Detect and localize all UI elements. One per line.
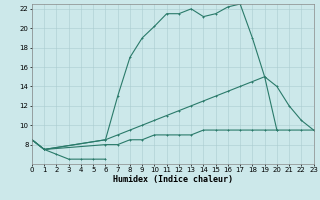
X-axis label: Humidex (Indice chaleur): Humidex (Indice chaleur)	[113, 175, 233, 184]
